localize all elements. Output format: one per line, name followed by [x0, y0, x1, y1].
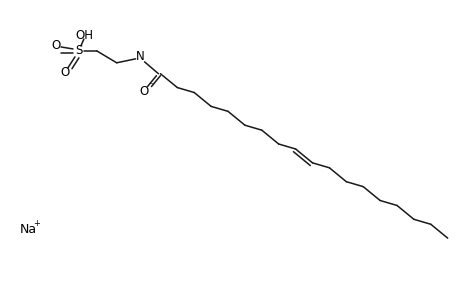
Text: ⁻: ⁻	[148, 81, 153, 91]
Text: O: O	[61, 66, 70, 79]
Text: Na: Na	[19, 223, 36, 236]
Text: S: S	[75, 44, 83, 57]
Text: O: O	[139, 85, 148, 98]
Text: OH: OH	[75, 29, 93, 41]
Text: N: N	[136, 50, 145, 64]
Text: O: O	[51, 39, 61, 52]
Text: +: +	[33, 219, 40, 228]
